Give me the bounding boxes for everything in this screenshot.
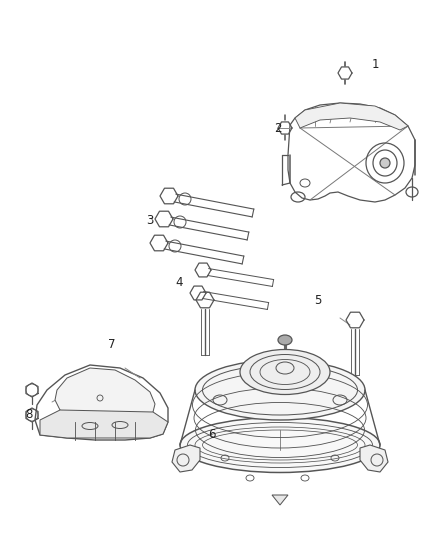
Text: 8: 8 <box>25 408 33 422</box>
Polygon shape <box>288 103 415 202</box>
Ellipse shape <box>180 417 380 472</box>
Ellipse shape <box>195 360 365 420</box>
Ellipse shape <box>380 158 390 168</box>
Polygon shape <box>295 103 408 130</box>
Text: 4: 4 <box>175 276 183 288</box>
Polygon shape <box>35 365 168 440</box>
Text: 2: 2 <box>274 122 282 134</box>
Text: 3: 3 <box>146 214 154 227</box>
Polygon shape <box>360 445 388 472</box>
Text: 7: 7 <box>108 338 116 351</box>
Text: 1: 1 <box>371 59 379 71</box>
Text: 6: 6 <box>208 429 216 441</box>
Polygon shape <box>272 495 288 505</box>
Polygon shape <box>55 368 155 422</box>
Text: 5: 5 <box>314 294 321 306</box>
Polygon shape <box>40 410 168 438</box>
Ellipse shape <box>278 335 292 345</box>
Polygon shape <box>172 445 200 472</box>
Ellipse shape <box>240 350 330 394</box>
